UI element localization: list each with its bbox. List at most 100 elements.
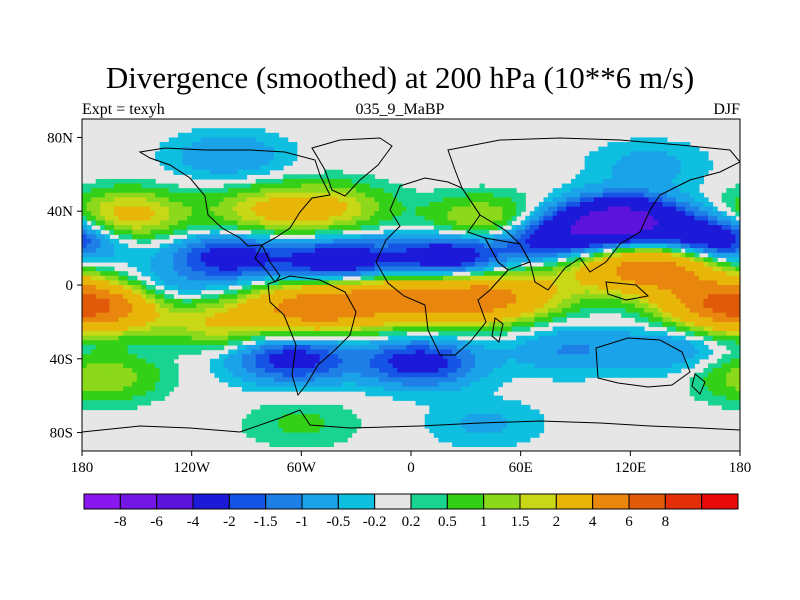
field-cell bbox=[351, 308, 357, 314]
field-cell bbox=[301, 215, 307, 222]
field-cell bbox=[219, 155, 225, 162]
field-cell bbox=[182, 298, 188, 305]
field-cell bbox=[708, 294, 714, 300]
field-cell bbox=[534, 243, 540, 249]
field-cell bbox=[461, 243, 467, 249]
field-cell bbox=[296, 312, 302, 318]
field-cell bbox=[575, 178, 581, 185]
field-cell bbox=[209, 146, 216, 152]
field-cell bbox=[433, 225, 440, 231]
field-cell bbox=[223, 188, 229, 194]
field-cell bbox=[694, 188, 700, 194]
field-cell bbox=[209, 285, 216, 291]
field-cell bbox=[529, 308, 535, 314]
field-cell bbox=[141, 294, 147, 300]
field-cell bbox=[132, 197, 138, 203]
field-cell bbox=[100, 312, 106, 318]
field-cell bbox=[712, 211, 718, 217]
field-cell bbox=[630, 225, 636, 231]
field-cell bbox=[155, 215, 161, 222]
field-cell bbox=[630, 137, 636, 143]
field-cell bbox=[95, 280, 101, 286]
field-cell bbox=[237, 151, 243, 157]
field-cell bbox=[91, 271, 97, 277]
field-cell bbox=[328, 225, 334, 231]
field-cell bbox=[191, 192, 197, 198]
field-cell bbox=[168, 197, 174, 203]
field-cell bbox=[374, 280, 380, 286]
field-cell bbox=[104, 178, 111, 185]
field-cell bbox=[511, 308, 517, 314]
field-cell bbox=[159, 317, 165, 323]
field-cell bbox=[219, 266, 225, 272]
field-cell bbox=[538, 252, 545, 258]
field-cell bbox=[433, 238, 440, 245]
field-cell bbox=[735, 188, 740, 194]
field-cell bbox=[534, 225, 540, 231]
field-cell bbox=[598, 215, 604, 222]
field-cell bbox=[438, 308, 444, 314]
field-cell bbox=[676, 206, 682, 212]
field-cell bbox=[310, 312, 316, 318]
field-cell bbox=[502, 188, 508, 194]
field-cell bbox=[150, 326, 156, 332]
field-cell bbox=[187, 197, 193, 203]
field-cell bbox=[310, 294, 316, 300]
field-cell bbox=[251, 192, 257, 198]
field-cell bbox=[456, 321, 462, 328]
field-cell bbox=[145, 317, 152, 323]
field-cell bbox=[205, 215, 211, 222]
field-cell bbox=[241, 151, 248, 157]
field-cell bbox=[200, 326, 206, 332]
field-cell bbox=[177, 137, 184, 143]
field-cell bbox=[219, 252, 225, 258]
field-cell bbox=[543, 225, 549, 231]
field-cell bbox=[118, 243, 124, 249]
field-cell bbox=[479, 188, 485, 194]
field-cell bbox=[205, 202, 211, 208]
field-cell bbox=[209, 280, 216, 286]
field-cell bbox=[433, 211, 440, 217]
field-cell bbox=[255, 257, 261, 263]
field-cell bbox=[648, 275, 654, 281]
field-cell bbox=[575, 294, 581, 300]
field-cell bbox=[639, 280, 645, 286]
field-cell bbox=[246, 192, 252, 198]
field-cell bbox=[680, 211, 686, 217]
field-cell bbox=[136, 294, 142, 300]
field-cell bbox=[223, 321, 229, 328]
field-cell bbox=[621, 280, 627, 286]
field-cell bbox=[292, 326, 298, 332]
field-cell bbox=[86, 215, 92, 222]
field-cell bbox=[228, 215, 234, 222]
field-cell bbox=[369, 275, 376, 281]
field-cell bbox=[484, 197, 490, 203]
field-cell bbox=[630, 192, 636, 198]
field-cell bbox=[136, 183, 142, 189]
field-cell bbox=[278, 225, 284, 231]
field-cell bbox=[337, 275, 344, 281]
field-cell bbox=[493, 312, 499, 318]
field-cell bbox=[557, 188, 563, 194]
field-cell bbox=[113, 308, 120, 314]
field-cell bbox=[104, 298, 111, 305]
field-cell bbox=[712, 248, 718, 254]
field-cell bbox=[644, 220, 650, 226]
field-cell bbox=[342, 211, 348, 217]
field-cell bbox=[333, 192, 339, 198]
field-cell bbox=[324, 321, 330, 328]
field-cell bbox=[694, 174, 700, 180]
field-cell bbox=[703, 303, 709, 309]
field-cell bbox=[721, 211, 727, 217]
field-cell bbox=[241, 261, 248, 268]
field-cell bbox=[703, 266, 709, 272]
field-cell bbox=[644, 298, 650, 305]
field-cell bbox=[666, 211, 673, 217]
field-cell bbox=[187, 275, 193, 281]
field-cell bbox=[310, 211, 316, 217]
field-cell bbox=[653, 165, 659, 171]
field-cell bbox=[205, 174, 211, 180]
field-cell bbox=[95, 197, 101, 203]
field-cell bbox=[209, 234, 216, 240]
field-cell bbox=[388, 303, 394, 309]
